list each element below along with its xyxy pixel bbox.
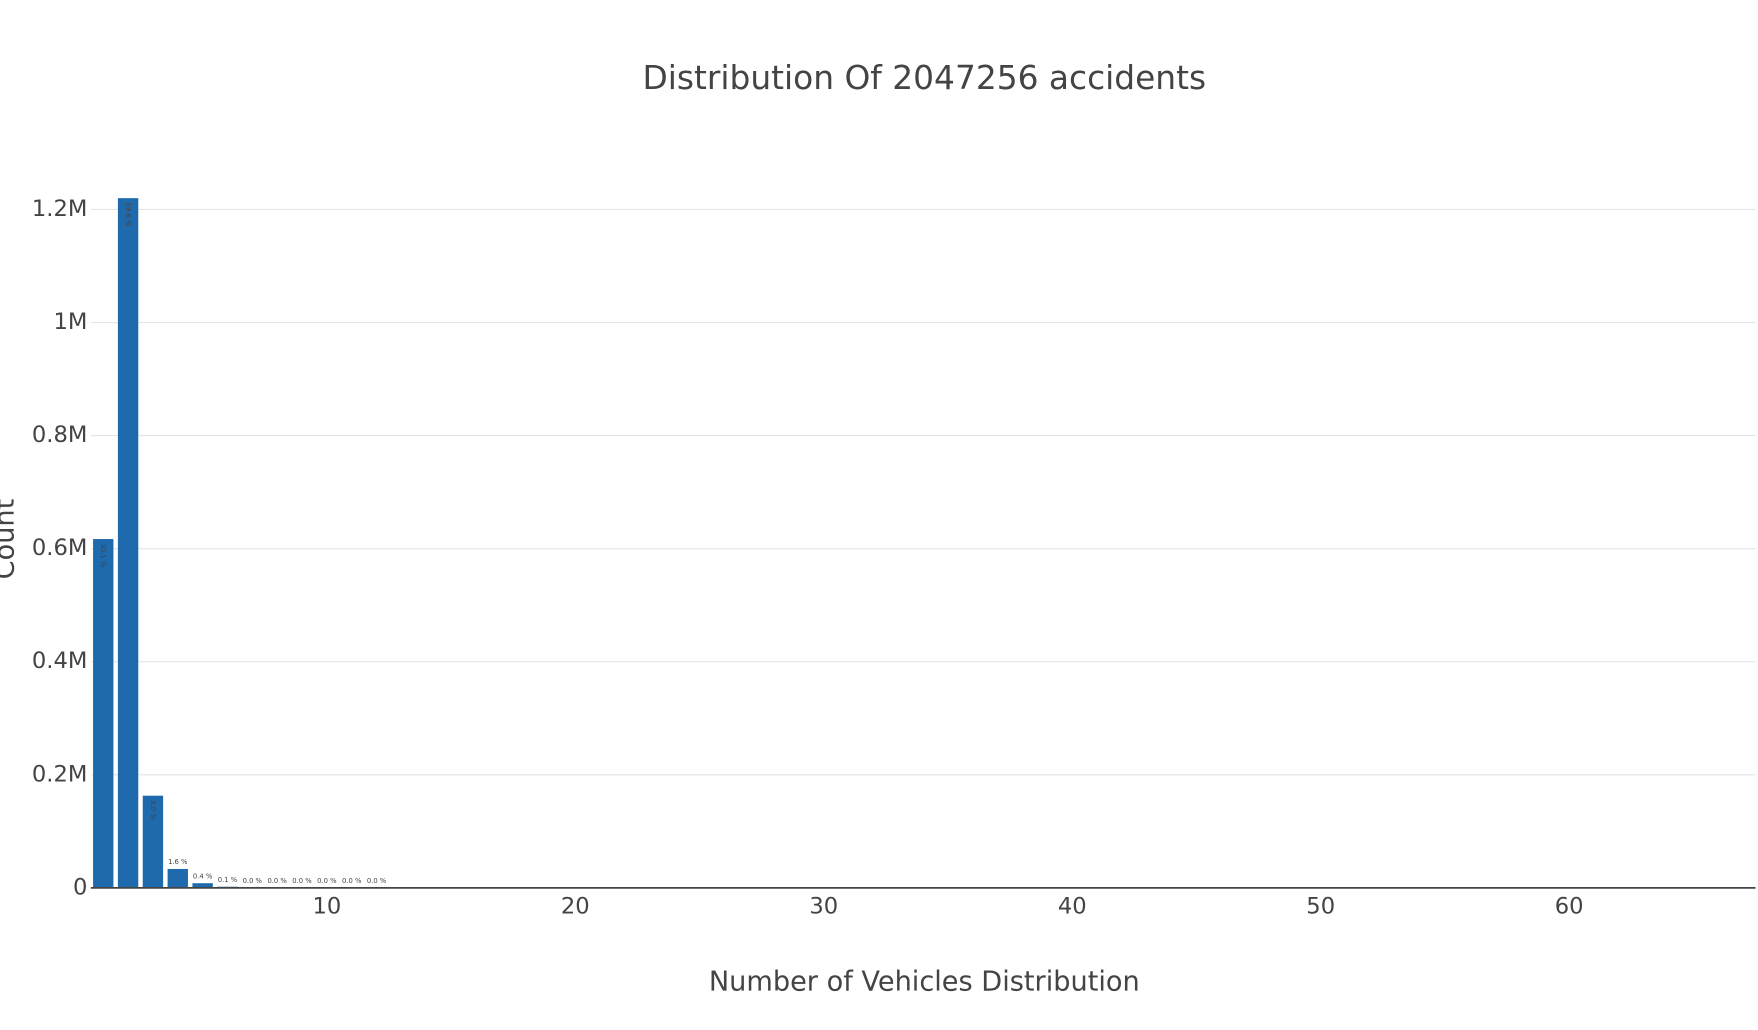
y-tick-label: 0.6M — [32, 535, 88, 561]
data-label: 0.0 % — [367, 877, 387, 885]
bar — [118, 198, 138, 888]
chart-title: Distribution Of 2047256 accidents — [643, 59, 1207, 97]
x-tick-label: 30 — [809, 894, 838, 920]
x-tick-label: 50 — [1306, 894, 1335, 920]
data-label: 59.6 % — [124, 203, 132, 227]
data-label: 1.6 % — [168, 858, 188, 866]
y-tick-label: 1M — [53, 309, 87, 335]
data-label: 8.0 % — [149, 800, 157, 820]
bar — [93, 539, 113, 888]
x-tick-label: 40 — [1058, 894, 1087, 920]
data-label: 0.0 % — [243, 877, 263, 885]
y-tick-label: 1.2M — [32, 196, 88, 222]
y-tick-label: 0.2M — [32, 761, 88, 787]
y-tick-label: 0.4M — [32, 648, 88, 674]
data-label: 0.0 % — [342, 877, 362, 885]
x-tick-label: 20 — [561, 894, 590, 920]
bar — [168, 869, 188, 888]
data-label: 0.0 % — [317, 877, 337, 885]
x-tick-label: 60 — [1555, 894, 1584, 920]
y-tick-label: 0.8M — [32, 422, 88, 448]
x-tick-label: 10 — [312, 894, 341, 920]
data-label: 0.4 % — [193, 872, 213, 880]
data-label: 0.0 % — [292, 877, 312, 885]
data-label: 0.1 % — [218, 876, 238, 884]
data-label: 30.1 % — [99, 544, 107, 568]
data-label: 0.0 % — [267, 877, 287, 885]
y-axis-title: Count — [0, 499, 20, 580]
y-tick-label: 0 — [73, 874, 87, 900]
x-axis-title: Number of Vehicles Distribution — [709, 966, 1140, 997]
